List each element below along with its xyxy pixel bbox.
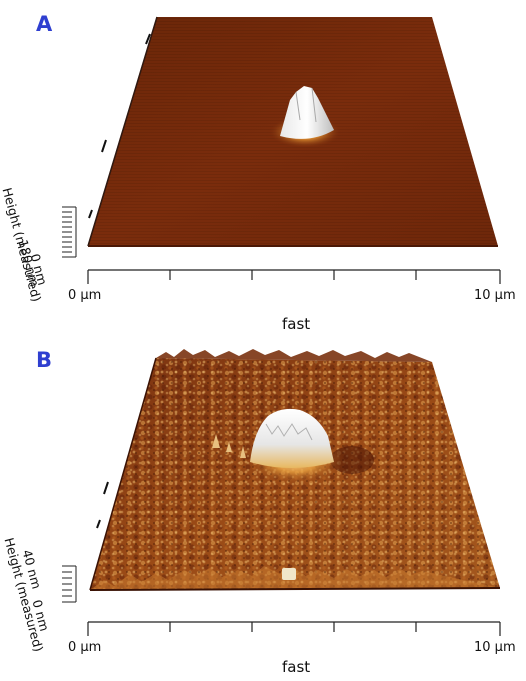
afm-panel-a: A 0 µm 10 µm fast 180 nm 0 nm Height (me… — [0, 0, 526, 340]
x-axis-end-label: 10 µm — [474, 640, 516, 655]
x-axis-start-label: 0 µm — [68, 640, 102, 655]
x-axis-end-label: 10 µm — [474, 288, 516, 303]
surface-peak — [280, 86, 334, 139]
afm-surface-a-image — [62, 16, 501, 284]
panel-label-b: B — [36, 348, 53, 372]
panel-label-a: A — [36, 12, 53, 36]
surface-peak — [250, 408, 334, 468]
x-axis-title: fast — [282, 315, 311, 333]
afm-panel-b: B 0 µm 10 µm fast 40 nm 0 nm Height (mea… — [0, 340, 526, 681]
afm-surface-b-image — [62, 349, 501, 636]
x-axis-start-label: 0 µm — [68, 288, 102, 303]
x-axis-title: fast — [282, 658, 311, 676]
